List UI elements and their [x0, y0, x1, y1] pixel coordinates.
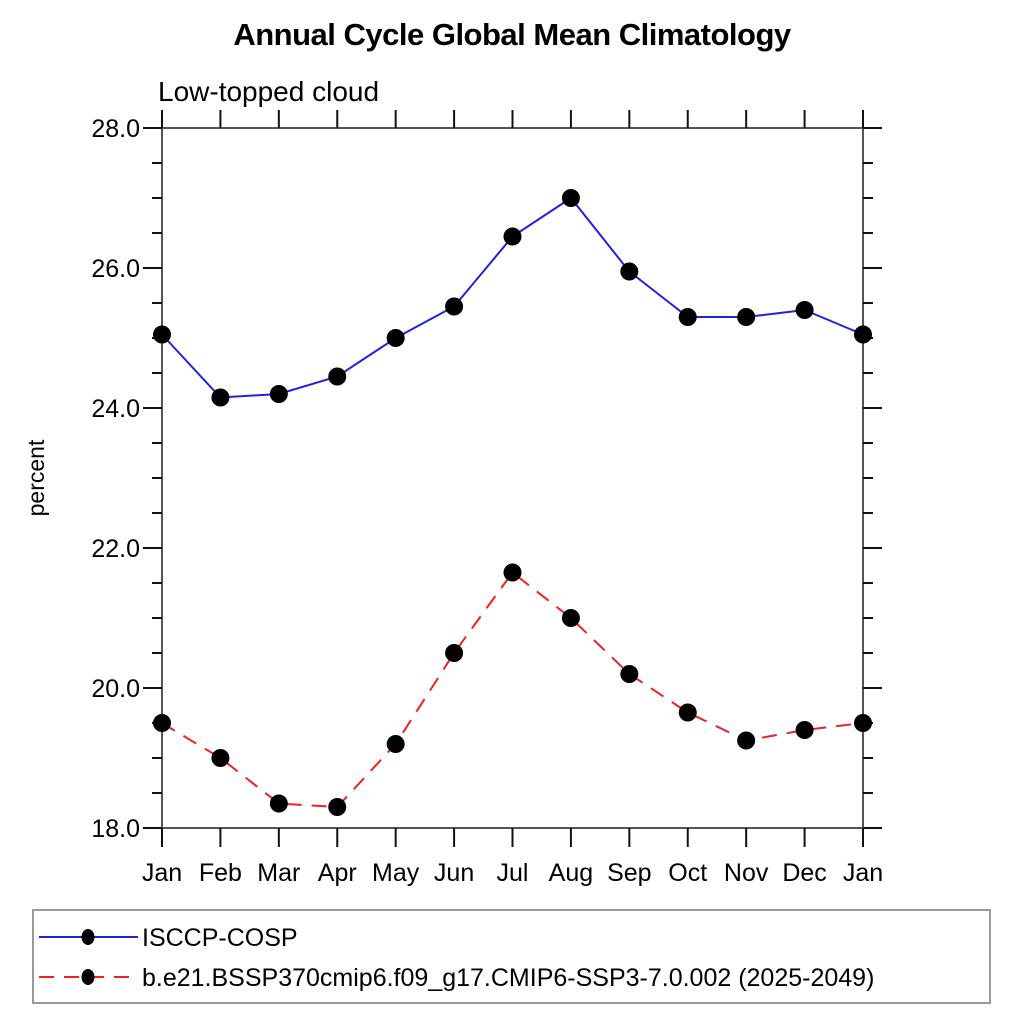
- x-tick-label: Feb: [199, 859, 242, 887]
- series-1-point-Jun: [445, 644, 464, 662]
- y-tick-label: 28.0: [91, 115, 140, 143]
- series-1-point-Dec: [795, 721, 814, 739]
- series-1-point-Nov: [737, 731, 756, 750]
- chart-subtitle: Low-topped cloud: [158, 76, 380, 107]
- series-0-point-May: [386, 329, 405, 347]
- series-1-point-Mar: [269, 794, 288, 813]
- series-0-point-Jun: [445, 297, 464, 316]
- x-tick-label: Mar: [257, 859, 300, 887]
- x-tick-label: Jul: [497, 859, 529, 887]
- x-tick-label: Aug: [549, 859, 593, 887]
- y-tick-label: 26.0: [91, 255, 140, 283]
- x-tick-label: Jun: [434, 859, 474, 887]
- series-0-point-Feb: [211, 388, 230, 407]
- x-tick-label: May: [372, 859, 420, 887]
- series-0-point-Dec: [795, 301, 814, 319]
- x-tick-label: Apr: [318, 859, 357, 887]
- x-tick-label: Sep: [607, 859, 651, 887]
- x-tick-label: Dec: [782, 859, 826, 887]
- series-1-point-May: [386, 735, 405, 753]
- series-0-point-Jul: [503, 227, 522, 246]
- series-0-point-Apr: [328, 367, 347, 386]
- series-0-point-Mar: [269, 385, 288, 403]
- chart-title: Annual Cycle Global Mean Climatology: [233, 17, 791, 52]
- legend-box: [32, 909, 991, 1004]
- series-1-point-Jan: [854, 714, 872, 732]
- legend-label-0: ISCCP-COSP: [142, 924, 298, 952]
- legend-marker-1: [81, 969, 95, 985]
- y-tick-label: 24.0: [91, 395, 140, 423]
- x-tick-label: Oct: [668, 859, 707, 887]
- series-0-point-Oct: [678, 308, 697, 326]
- series-0-point-Nov: [737, 308, 756, 326]
- series-1-point-Feb: [211, 749, 230, 767]
- series-1-point-Sep: [620, 665, 639, 683]
- series-1-point-Jan: [153, 714, 171, 732]
- legend-marker-0: [81, 929, 95, 945]
- y-tick-label: 20.0: [91, 675, 140, 703]
- series-0-point-Jan: [854, 325, 872, 344]
- series-line-1: [161, 571, 864, 809]
- series-1-point-Oct: [678, 703, 697, 722]
- x-tick-label: Jan: [843, 859, 883, 887]
- series-1-point-Apr: [328, 798, 347, 816]
- y-tick-label: 18.0: [91, 815, 140, 843]
- series-1-point-Aug: [561, 609, 580, 627]
- series-0-point-Aug: [561, 189, 580, 207]
- legend-label-1: b.e21.BSSP370cmip6.f09_g17.CMIP6-SSP3-7.…: [142, 964, 874, 992]
- series-0-point-Sep: [620, 262, 639, 281]
- series-0-point-Jan: [153, 325, 171, 344]
- x-tick-label: Jan: [142, 859, 182, 887]
- x-tick-label: Nov: [724, 859, 769, 887]
- series-1-point-Jul: [503, 563, 522, 582]
- y-tick-label: 22.0: [91, 535, 140, 563]
- y-axis-label: percent: [23, 439, 49, 516]
